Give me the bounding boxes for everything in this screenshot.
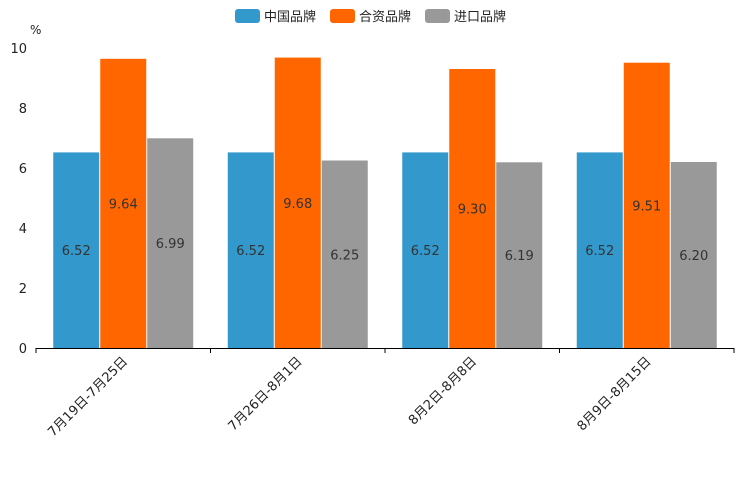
data-label-中国品牌-2: 6.52 bbox=[411, 244, 440, 259]
legend-label-1: 合资品牌 bbox=[359, 9, 411, 25]
y-tick-label-2: 2 bbox=[19, 282, 27, 297]
legend-swatch-2 bbox=[425, 9, 450, 23]
x-tick-label-3: 8月9日-8月15日 bbox=[575, 354, 655, 434]
bar-合资品牌-1 bbox=[274, 57, 321, 348]
bar-进口品牌-0 bbox=[147, 138, 194, 348]
y-tick-label-6: 6 bbox=[19, 162, 27, 177]
data-label-合资品牌-3: 9.51 bbox=[632, 199, 661, 214]
data-label-进口品牌-1: 6.25 bbox=[330, 248, 359, 263]
data-label-进口品牌-3: 6.20 bbox=[679, 249, 708, 264]
legend: 中国品牌 合资品牌 进口品牌 bbox=[235, 9, 506, 25]
y-axis-unit: % bbox=[30, 23, 41, 37]
y-tick-label-10: 10 bbox=[10, 42, 27, 57]
bar-合资品牌-2 bbox=[449, 69, 496, 348]
data-label-合资品牌-2: 9.30 bbox=[458, 203, 487, 218]
legend-label-2: 进口品牌 bbox=[454, 9, 506, 25]
data-label-合资品牌-1: 9.68 bbox=[283, 197, 312, 212]
data-label-中国品牌-0: 6.52 bbox=[62, 244, 91, 259]
y-axis: 0 2 4 6 8 10 bbox=[10, 42, 27, 357]
data-label-中国品牌-3: 6.52 bbox=[585, 244, 614, 259]
bars: 6.52 9.64 6.99 6.52 9.68 6.25 6.52 9.30 6.19 6.52… bbox=[53, 57, 717, 349]
x-tick-label-0: 7月19日-7月25日 bbox=[45, 354, 131, 440]
data-label-中国品牌-1: 6.52 bbox=[236, 244, 265, 259]
legend-label-0: 中国品牌 bbox=[264, 9, 316, 25]
x-tick-label-2: 8月2日-8月8日 bbox=[406, 354, 480, 428]
x-axis: 7月19日-7月25日 7月26日-8月1日 8月2日-8月8日 8月9日-8月15日 bbox=[35, 348, 735, 440]
legend-swatch-1 bbox=[330, 9, 355, 23]
bar-中国品牌-3 bbox=[576, 152, 623, 348]
x-tick-label-1: 7月26日-8月1日 bbox=[226, 354, 306, 434]
bar-中国品牌-0 bbox=[53, 152, 100, 348]
bar-合资品牌-0 bbox=[100, 58, 147, 349]
data-label-进口品牌-2: 6.19 bbox=[505, 249, 534, 264]
legend-swatch-0 bbox=[235, 9, 260, 23]
y-tick-label-0: 0 bbox=[19, 342, 27, 357]
bar-中国品牌-2 bbox=[402, 152, 449, 348]
bar-进口品牌-2 bbox=[496, 162, 543, 348]
y-tick-label-8: 8 bbox=[19, 102, 27, 117]
bar-进口品牌-1 bbox=[321, 160, 368, 348]
data-label-进口品牌-0: 6.99 bbox=[156, 237, 185, 252]
data-label-合资品牌-0: 9.64 bbox=[109, 197, 138, 212]
bar-合资品牌-3 bbox=[623, 62, 670, 348]
bar-中国品牌-1 bbox=[227, 152, 274, 348]
y-tick-label-4: 4 bbox=[19, 222, 27, 237]
bar-进口品牌-3 bbox=[670, 162, 717, 348]
